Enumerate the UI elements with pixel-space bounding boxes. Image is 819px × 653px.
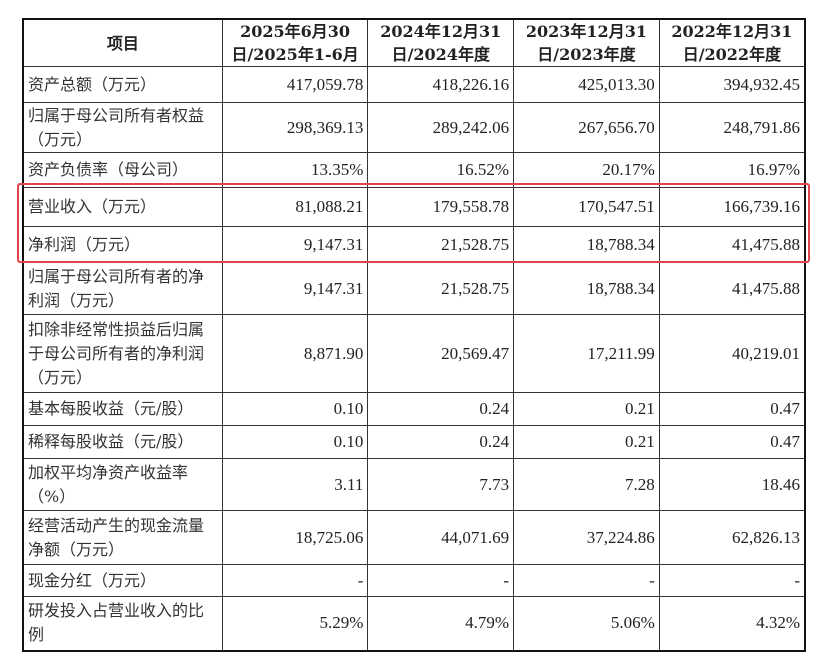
cell-value: 62,826.13 xyxy=(658,510,806,565)
row-label: 扣除非经常性损益后归属于母公司所有者的净利润（万元） xyxy=(22,314,223,393)
header-col-2022: 2022年12月31日/2022年度 xyxy=(658,18,806,67)
row-label: 基本每股收益（元/股） xyxy=(22,392,223,426)
cell-value: 4.32% xyxy=(658,596,806,651)
table-row: 稀释每股收益（元/股） 0.10 0.24 0.21 0.47 xyxy=(22,425,806,459)
cell-value: 16.97% xyxy=(658,152,806,188)
cell-value: 18.46 xyxy=(658,458,806,511)
cell-value: 7.28 xyxy=(513,458,660,511)
cell-value: 13.35% xyxy=(221,152,369,188)
table-row: 资产总额（万元） 417,059.78 418,226.16 425,013.30 39… xyxy=(22,66,806,103)
cell-value: - xyxy=(221,564,369,597)
table-row: 加权平均净资产收益率（%） 3.11 7.73 7.28 18.46 xyxy=(22,458,806,511)
cell-value: 40,219.01 xyxy=(658,314,806,393)
row-label: 加权平均净资产收益率（%） xyxy=(22,458,223,511)
row-label: 资产总额（万元） xyxy=(22,66,223,103)
table-row: 资产负债率（母公司） 13.35% 16.52% 20.17% 16.97% xyxy=(22,152,806,188)
table-row: 基本每股收益（元/股） 0.10 0.24 0.21 0.47 xyxy=(22,392,806,426)
cell-value: 41,475.88 xyxy=(658,226,806,263)
financial-summary-table: 项目 2025年6月30日/2025年1-6月 2024年12月31日/2024… xyxy=(22,18,806,652)
cell-value: 179,558.78 xyxy=(367,187,515,227)
header-col-2023: 2023年12月31日/2023年度 xyxy=(513,18,660,67)
cell-value: 18,788.34 xyxy=(513,226,660,263)
table-row: 归属于母公司所有者的净利润（万元） 9,147.31 21,528.75 18,788… xyxy=(22,262,806,315)
cell-value: 18,725.06 xyxy=(221,510,369,565)
cell-value: 0.10 xyxy=(221,392,369,426)
cell-value: 7.73 xyxy=(367,458,515,511)
cell-value: 418,226.16 xyxy=(367,66,515,103)
cell-value: 41,475.88 xyxy=(658,262,806,315)
table-row: 归属于母公司所有者权益（万元） 298,369.13 289,242.06 267,6… xyxy=(22,102,806,153)
cell-value: 20,569.47 xyxy=(367,314,515,393)
cell-value: 21,528.75 xyxy=(367,262,515,315)
cell-value: 0.47 xyxy=(658,425,806,459)
cell-value: 37,224.86 xyxy=(513,510,660,565)
row-label: 营业收入（万元） xyxy=(22,187,223,227)
cell-value: 4.79% xyxy=(367,596,515,651)
row-label: 归属于母公司所有者的净利润（万元） xyxy=(22,262,223,315)
cell-value: 81,088.21 xyxy=(221,187,369,227)
cell-value: 21,528.75 xyxy=(367,226,515,263)
cell-value: - xyxy=(367,564,515,597)
table-row: 研发投入占营业收入的比例 5.29% 4.79% 5.06% 4.32% xyxy=(22,596,806,651)
cell-value: 166,739.16 xyxy=(658,187,806,227)
cell-value: 267,656.70 xyxy=(513,102,660,153)
header-col-2025h1: 2025年6月30日/2025年1-6月 xyxy=(221,18,369,67)
row-label: 稀释每股收益（元/股） xyxy=(22,425,223,459)
row-label: 归属于母公司所有者权益（万元） xyxy=(22,102,223,153)
cell-value: 5.06% xyxy=(513,596,660,651)
cell-value: 0.24 xyxy=(367,425,515,459)
cell-value: - xyxy=(513,564,660,597)
cell-value: 0.21 xyxy=(513,392,660,426)
cell-value: 394,932.45 xyxy=(658,66,806,103)
row-label: 现金分红（万元） xyxy=(22,564,223,597)
table-row: 现金分红（万元） - - - - xyxy=(22,564,806,597)
cell-value: 298,369.13 xyxy=(221,102,369,153)
cell-value: 8,871.90 xyxy=(221,314,369,393)
cell-value: 3.11 xyxy=(221,458,369,511)
cell-value: 0.47 xyxy=(658,392,806,426)
cell-value: 289,242.06 xyxy=(367,102,515,153)
cell-value: 5.29% xyxy=(221,596,369,651)
table-row: 经营活动产生的现金流量净额（万元） 18,725.06 44,071.69 37,22… xyxy=(22,510,806,565)
cell-value: 18,788.34 xyxy=(513,262,660,315)
cell-value: 9,147.31 xyxy=(221,262,369,315)
cell-value: 0.21 xyxy=(513,425,660,459)
cell-value: 44,071.69 xyxy=(367,510,515,565)
table-row: 净利润（万元） 9,147.31 21,528.75 18,788.34 41,475.… xyxy=(22,226,806,263)
cell-value: 17,211.99 xyxy=(513,314,660,393)
row-label: 研发投入占营业收入的比例 xyxy=(22,596,223,651)
cell-value: 248,791.86 xyxy=(658,102,806,153)
cell-value: 417,059.78 xyxy=(221,66,369,103)
row-label: 净利润（万元） xyxy=(22,226,223,263)
row-label: 资产负债率（母公司） xyxy=(22,152,223,188)
table-row: 扣除非经常性损益后归属于母公司所有者的净利润（万元） 8,871.90 20,569… xyxy=(22,314,806,393)
cell-value: 20.17% xyxy=(513,152,660,188)
cell-value: 16.52% xyxy=(367,152,515,188)
cell-value: 170,547.51 xyxy=(513,187,660,227)
table-row: 营业收入（万元） 81,088.21 179,558.78 170,547.51 166… xyxy=(22,187,806,227)
cell-value: 0.24 xyxy=(367,392,515,426)
row-label: 经营活动产生的现金流量净额（万元） xyxy=(22,510,223,565)
cell-value: 425,013.30 xyxy=(513,66,660,103)
header-row: 项目 2025年6月30日/2025年1-6月 2024年12月31日/2024… xyxy=(22,18,806,67)
cell-value: 0.10 xyxy=(221,425,369,459)
header-item: 项目 xyxy=(22,18,223,67)
header-col-2024: 2024年12月31日/2024年度 xyxy=(367,18,515,67)
cell-value: - xyxy=(658,564,806,597)
cell-value: 9,147.31 xyxy=(221,226,369,263)
